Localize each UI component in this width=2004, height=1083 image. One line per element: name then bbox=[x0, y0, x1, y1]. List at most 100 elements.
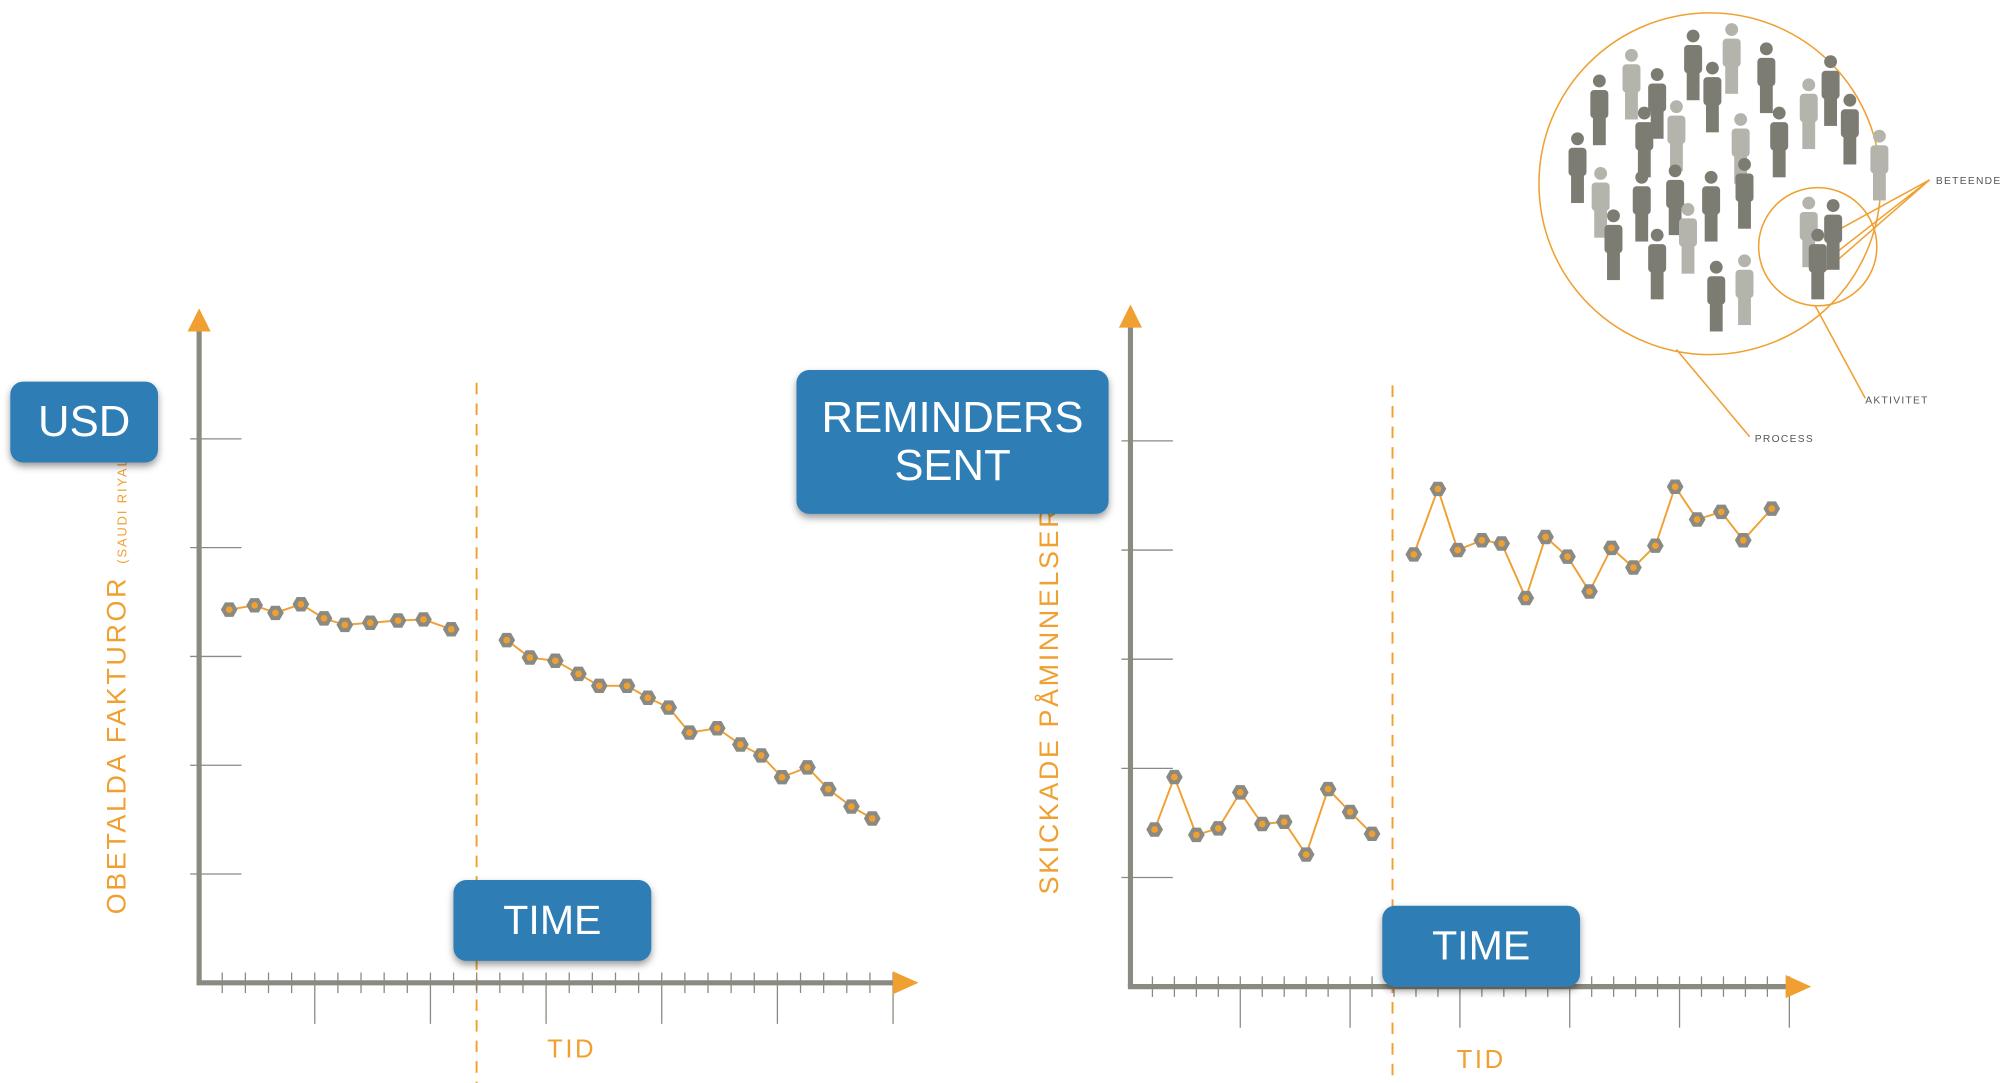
data-point bbox=[799, 760, 816, 775]
connector bbox=[1675, 348, 1751, 438]
point-center bbox=[1280, 818, 1288, 826]
data-point bbox=[819, 781, 837, 797]
data-point bbox=[1763, 501, 1781, 516]
point-center bbox=[804, 764, 811, 771]
data-point bbox=[1581, 584, 1598, 599]
person-legs bbox=[1650, 110, 1664, 139]
data-point bbox=[843, 799, 860, 814]
person-head bbox=[1843, 93, 1857, 107]
point-center bbox=[1498, 540, 1505, 547]
point-center bbox=[686, 729, 693, 736]
person-body bbox=[1568, 147, 1587, 177]
point-center bbox=[1434, 485, 1442, 493]
person-legs bbox=[1709, 303, 1723, 332]
activity-circle bbox=[1757, 186, 1878, 307]
person-legs bbox=[1686, 71, 1700, 101]
person-legs bbox=[1635, 213, 1649, 242]
data-point bbox=[1187, 827, 1205, 843]
person-body bbox=[1622, 64, 1641, 93]
person-head bbox=[1607, 209, 1620, 223]
person-legs bbox=[1872, 172, 1886, 201]
point-center bbox=[1324, 785, 1332, 793]
connector bbox=[1830, 179, 1930, 258]
point-center bbox=[1564, 553, 1571, 560]
point-center bbox=[1608, 544, 1615, 552]
data-point bbox=[1363, 826, 1381, 842]
data-point bbox=[415, 612, 432, 627]
point-center bbox=[503, 636, 511, 644]
data-point bbox=[1405, 547, 1423, 562]
callout-text: TIME bbox=[1432, 923, 1530, 969]
point-center bbox=[526, 654, 534, 661]
point-center bbox=[1652, 542, 1659, 550]
person-legs bbox=[1826, 241, 1840, 270]
person-head bbox=[1738, 254, 1751, 268]
point-center bbox=[868, 815, 876, 822]
person-legs bbox=[1705, 104, 1719, 133]
data-point bbox=[660, 700, 678, 715]
person-body bbox=[1824, 214, 1843, 243]
diagram-label: PROCESS bbox=[1755, 434, 1814, 445]
person-body bbox=[1604, 224, 1623, 254]
person-body bbox=[1731, 128, 1750, 157]
person-head bbox=[1802, 196, 1816, 210]
person-body bbox=[1799, 93, 1818, 123]
data-point bbox=[246, 598, 263, 613]
point-center bbox=[595, 682, 603, 690]
data-point bbox=[639, 690, 657, 705]
chart: OBETALDA FAKTUROR (SAUDI RIYAL) TID USD TIME bbox=[10, 308, 919, 1083]
person-head bbox=[1625, 48, 1638, 62]
data-point bbox=[1537, 529, 1554, 545]
point-center bbox=[848, 803, 855, 810]
callout-text: USD bbox=[38, 397, 130, 446]
person-head bbox=[1824, 55, 1837, 69]
person-head bbox=[1592, 74, 1606, 88]
person-body bbox=[1757, 57, 1776, 87]
y-axis-note: (SAUDI RIYAL) bbox=[115, 451, 130, 564]
person-body bbox=[1667, 115, 1686, 144]
person-legs bbox=[1681, 245, 1695, 274]
point-center bbox=[1193, 831, 1200, 839]
person-head bbox=[1704, 170, 1718, 184]
person-legs bbox=[1824, 97, 1837, 126]
point-center bbox=[1454, 546, 1462, 554]
person-body bbox=[1770, 122, 1789, 151]
point-center bbox=[1171, 773, 1178, 781]
data-point bbox=[590, 678, 608, 694]
person-head bbox=[1594, 167, 1608, 180]
person-head bbox=[1686, 29, 1700, 43]
y-arrow bbox=[1118, 304, 1143, 328]
data-point bbox=[1297, 847, 1315, 862]
person-body bbox=[1707, 276, 1726, 305]
person-body bbox=[1591, 182, 1610, 211]
x-arrow bbox=[892, 971, 919, 995]
data-point bbox=[1666, 479, 1684, 494]
diagram-label: AKTIVITET bbox=[1865, 396, 1928, 407]
point-center bbox=[1630, 564, 1637, 571]
person-legs bbox=[1670, 142, 1683, 171]
data-point bbox=[1166, 769, 1183, 785]
person-legs bbox=[1625, 91, 1638, 120]
person-head bbox=[1635, 170, 1649, 184]
person-body bbox=[1703, 77, 1722, 106]
person-body bbox=[1684, 44, 1703, 74]
callout-box bbox=[10, 381, 159, 463]
data-point bbox=[1493, 536, 1510, 551]
person-body bbox=[1870, 145, 1889, 174]
point-center bbox=[1739, 536, 1747, 544]
person-body bbox=[1808, 244, 1827, 273]
point-center bbox=[644, 694, 652, 702]
point-center bbox=[394, 617, 402, 624]
person-head bbox=[1709, 260, 1723, 274]
data-point bbox=[1603, 540, 1620, 556]
person-legs bbox=[1738, 200, 1751, 229]
point-center bbox=[551, 657, 559, 665]
data-point bbox=[708, 720, 726, 736]
person-legs bbox=[1650, 271, 1664, 300]
person-body bbox=[1648, 83, 1667, 112]
point-center bbox=[713, 724, 721, 732]
person-legs bbox=[1704, 213, 1718, 242]
person-body bbox=[1632, 186, 1651, 215]
data-point bbox=[521, 650, 539, 665]
